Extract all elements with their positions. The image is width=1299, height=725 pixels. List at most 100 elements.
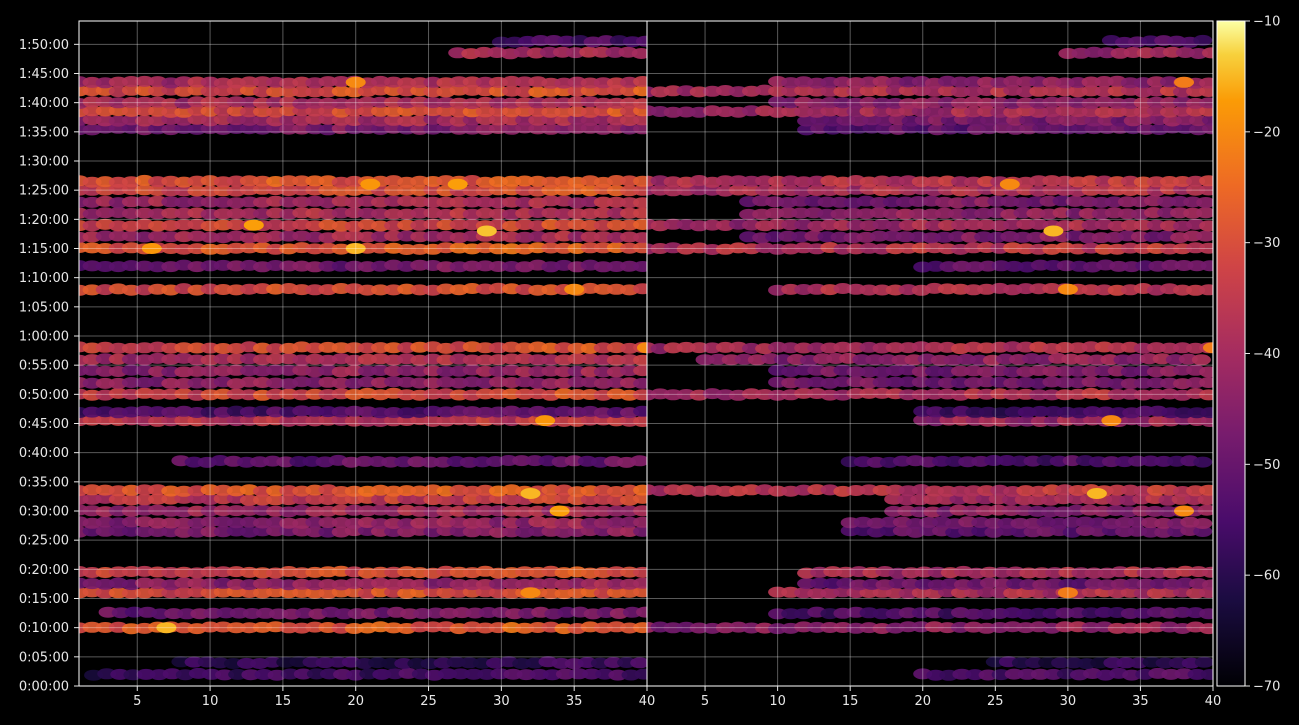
- heatmap-cell: [279, 175, 299, 187]
- heatmap-cell: [279, 86, 299, 98]
- heatmap-cell: [633, 505, 647, 517]
- heatmap-hotspot: [520, 587, 541, 599]
- heatmap-cell: [1025, 657, 1044, 669]
- heatmap-cell: [488, 261, 508, 272]
- heatmap-cell: [515, 114, 535, 126]
- heatmap-cell: [593, 366, 613, 378]
- heatmap-cell: [630, 657, 647, 669]
- heatmap-cell: [852, 354, 872, 366]
- heatmap-cell: [266, 388, 286, 400]
- colorbar-tick-label: −60: [1253, 569, 1280, 584]
- right-grid: [647, 21, 1213, 687]
- heatmap-cell: [1199, 623, 1213, 635]
- heatmap-cell: [161, 185, 181, 197]
- heatmap-cell: [1029, 243, 1049, 255]
- heatmap-cell: [872, 608, 892, 620]
- heatmap-cell: [200, 526, 220, 538]
- heatmap-cell: [1030, 405, 1050, 417]
- y-tick-label: 1:35:00: [19, 125, 69, 140]
- heatmap-cell: [993, 578, 1013, 590]
- y-tick-label: 1:10:00: [19, 271, 69, 286]
- heatmap-cell: [633, 389, 647, 401]
- heatmap-cell: [108, 342, 128, 354]
- heatmap-cell: [148, 388, 168, 400]
- heatmap-cell: [630, 455, 647, 467]
- heatmap-cell: [187, 76, 207, 88]
- heatmap-cell: [923, 493, 943, 505]
- heatmap-cell: [633, 85, 647, 97]
- heatmap-cell: [1199, 389, 1213, 401]
- heatmap-cell: [266, 86, 286, 98]
- heatmap-cell: [866, 456, 886, 468]
- colorbar-tick-label: −30: [1253, 236, 1280, 251]
- heatmap-cell: [384, 493, 404, 505]
- heatmap-cell: [1186, 105, 1206, 117]
- heatmap-cell: [318, 517, 338, 528]
- heatmap-cell: [384, 184, 404, 196]
- heatmap-hotspot: [1086, 488, 1107, 499]
- heatmap-cell: [331, 123, 351, 135]
- heatmap-cell: [292, 175, 312, 187]
- heatmap-cell: [593, 196, 613, 208]
- heatmap-cell: [964, 608, 983, 620]
- heatmap-cell: [633, 261, 647, 272]
- heatmap-cell: [1199, 220, 1213, 232]
- heatmap-cell: [1199, 377, 1213, 388]
- heatmap-cell: [187, 354, 207, 366]
- heatmap-cell: [620, 365, 639, 377]
- heatmap-cell: [924, 341, 944, 353]
- heatmap-cell: [1187, 260, 1207, 272]
- heatmap-cell: [1199, 484, 1213, 496]
- heatmap-cell: [606, 587, 626, 598]
- heatmap-cell: [184, 656, 204, 668]
- heatmap-hotspot: [564, 283, 585, 295]
- heatmap-cell: [397, 184, 417, 196]
- heatmap-cell: [491, 36, 511, 48]
- heatmap-cell: [1068, 106, 1088, 118]
- heatmap-cell: [1090, 657, 1110, 669]
- heatmap-hotspot: [637, 342, 647, 354]
- heatmap-cell: [820, 622, 840, 633]
- heatmap-cell: [512, 455, 532, 467]
- heatmap-cell: [1016, 341, 1036, 353]
- left-heatmap-cells: [79, 35, 647, 681]
- heatmap-cell: [407, 658, 427, 669]
- y-tick-label: 1:30:00: [19, 155, 69, 170]
- heatmap-cell: [898, 389, 918, 401]
- heatmap-cell: [239, 504, 259, 516]
- heatmap-cell: [781, 608, 801, 620]
- heatmap-cell: [213, 353, 233, 365]
- heatmap-cell: [237, 657, 256, 669]
- heatmap-cell: [1056, 414, 1076, 426]
- y-tick-label: 0:30:00: [19, 505, 69, 520]
- heatmap-cell: [606, 407, 626, 418]
- heatmap-cell: [582, 668, 602, 680]
- heatmap-cell: [462, 185, 482, 197]
- heatmap-cell: [82, 567, 102, 578]
- heatmap-hotspot: [1174, 505, 1194, 517]
- heatmap-cell: [1081, 586, 1101, 598]
- heatmap-cell: [1133, 243, 1153, 254]
- heatmap-cell: [148, 517, 168, 529]
- heatmap-cell: [620, 207, 639, 219]
- heatmap-cell: [226, 622, 246, 634]
- heatmap-cell: [423, 86, 443, 98]
- heatmap-cell: [1196, 230, 1213, 242]
- heatmap-cell: [148, 526, 168, 537]
- x-tick-label: 15: [275, 694, 292, 709]
- heatmap-cell: [636, 35, 647, 47]
- y-tick-label: 0:50:00: [19, 388, 69, 403]
- heatmap-cell: [1146, 621, 1166, 633]
- heatmap-cell: [371, 284, 390, 296]
- heatmap-cell: [1094, 243, 1114, 255]
- heatmap-cell: [911, 607, 931, 619]
- heatmap-cell: [449, 579, 469, 590]
- x-tick-label: 40: [1205, 694, 1222, 709]
- heatmap-cell: [226, 208, 246, 219]
- heatmap-cell: [475, 388, 495, 400]
- heatmap-cell: [1199, 284, 1213, 296]
- heatmap-cell: [436, 505, 456, 517]
- heatmap-cell: [124, 606, 144, 618]
- heatmap-cell: [449, 106, 469, 118]
- heatmap-cell: [975, 493, 995, 505]
